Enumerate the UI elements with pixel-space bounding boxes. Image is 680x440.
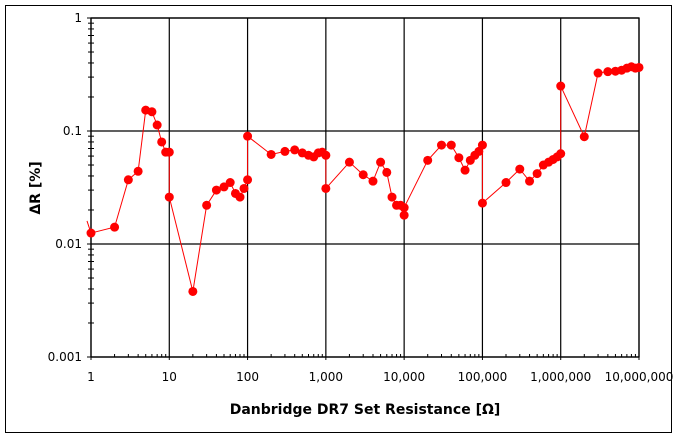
data-point-marker <box>110 222 120 232</box>
data-point-marker <box>436 140 446 150</box>
data-point-marker <box>358 170 368 180</box>
data-point-marker <box>399 210 409 220</box>
data-point-marker <box>603 67 613 77</box>
data-point-marker <box>556 81 566 91</box>
x-tick-label: 10,000 <box>383 370 425 384</box>
axes <box>90 17 640 358</box>
data-point-marker <box>515 164 525 174</box>
data-point-marker <box>202 200 212 210</box>
x-tick-label: 100,000 <box>458 370 508 384</box>
x-tick-label: 1,000 <box>309 370 343 384</box>
x-tick-label: 10 <box>162 370 177 384</box>
data-point-marker <box>446 140 456 150</box>
data-point-marker <box>225 178 235 188</box>
data-point-marker <box>387 192 397 202</box>
data-point-marker <box>593 68 603 78</box>
data-point-marker <box>133 166 143 176</box>
data-point-marker <box>164 192 174 202</box>
x-tick-labels: 1 10 100 1,000 10,000 100,000 1,000,000 10,000,… <box>87 370 673 384</box>
y-tick-label: 0.01 <box>55 237 82 251</box>
data-point-marker <box>423 155 433 165</box>
data-point-marker <box>382 167 392 177</box>
y-tick-label: 0.001 <box>48 350 82 364</box>
data-point-marker <box>152 120 162 130</box>
x-tick-label: 10,000,000 <box>605 370 674 384</box>
data-point-marker <box>368 176 378 186</box>
data-point-marker <box>579 132 589 142</box>
data-point-marker <box>321 183 331 193</box>
x-tick-label: 1,000,000 <box>530 370 591 384</box>
data-point-marker <box>164 147 174 157</box>
x-axis-title: Danbridge DR7 Set Resistance [Ω] <box>230 402 501 418</box>
data-point-marker <box>477 140 487 150</box>
data-point-marker <box>235 192 245 202</box>
data-point-marker <box>243 131 253 141</box>
tick-marks <box>87 17 640 360</box>
data-point-marker <box>376 157 386 167</box>
data-point-marker <box>147 107 157 117</box>
data-point-marker <box>211 185 221 195</box>
data-point-marker <box>321 150 331 160</box>
data-point-marker <box>532 169 542 179</box>
y-tick-label: 0.1 <box>63 124 82 138</box>
data-point-marker <box>556 149 566 159</box>
x-tick-label: 100 <box>236 370 259 384</box>
data-point-marker <box>344 157 354 167</box>
data-point-marker <box>399 203 409 213</box>
data-point-marker <box>266 149 276 159</box>
data-point-marker <box>280 146 290 156</box>
data-point-marker <box>86 228 96 238</box>
x-tick-label: 1 <box>87 370 95 384</box>
data-point-marker <box>454 153 464 163</box>
data-series <box>86 62 644 296</box>
data-point-marker <box>188 286 198 296</box>
data-point-marker <box>239 183 249 193</box>
plot-area <box>90 17 640 358</box>
data-point-marker <box>243 175 253 185</box>
data-point-marker <box>634 62 644 72</box>
chart-frame <box>5 5 672 433</box>
data-point-marker <box>157 137 167 147</box>
data-point-marker <box>290 145 300 155</box>
data-point-marker <box>501 178 511 188</box>
data-point-marker <box>477 198 487 208</box>
y-tick-labels: 1 0.1 0.01 0.001 <box>48 11 82 364</box>
y-axis-title: ΔR [%] <box>28 161 44 214</box>
y-tick-label: 1 <box>74 11 82 25</box>
gridlines <box>90 17 640 358</box>
data-point-marker <box>460 165 470 175</box>
data-point-marker <box>525 176 535 186</box>
data-point-marker <box>123 175 133 185</box>
